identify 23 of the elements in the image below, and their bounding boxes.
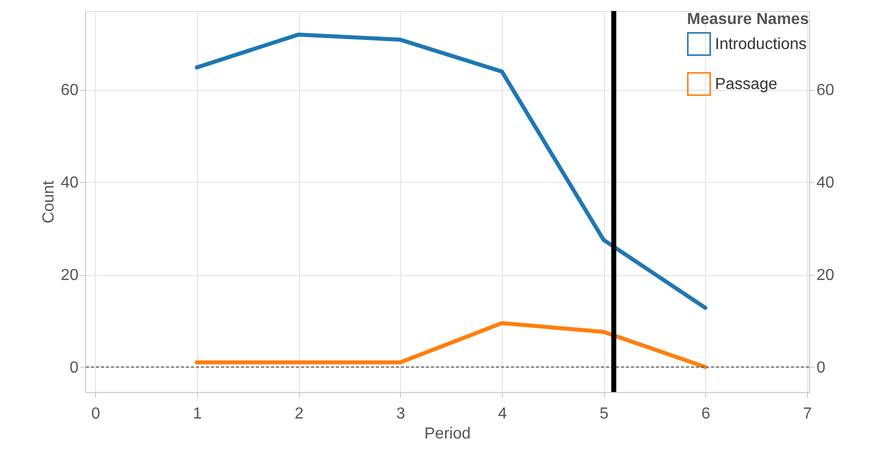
- y-tick-label: 20: [60, 267, 79, 284]
- legend-title: Measure Names: [687, 11, 809, 28]
- y-tick-label: 40: [60, 174, 79, 192]
- x-tick-label: 7: [803, 406, 812, 422]
- y2-tick-label: 20: [816, 267, 834, 284]
- y-tick-label: 60: [60, 82, 79, 100]
- x-axis-title: Period: [424, 426, 471, 442]
- line-series: [194, 32, 708, 310]
- x-tick-label: 5: [600, 406, 609, 422]
- x-tick-label: 4: [498, 406, 507, 422]
- y2-tick-label: 60: [816, 82, 834, 100]
- y-tick-label: 0: [70, 360, 79, 377]
- legend-label: Passage: [715, 76, 778, 93]
- y-axis-title: Count: [40, 180, 58, 224]
- x-tick-label: 0: [91, 406, 100, 422]
- y2-tick-label: 40: [816, 174, 834, 192]
- line-series: [194, 321, 708, 370]
- x-tick-label: 2: [294, 406, 304, 422]
- legend-label: Introductions: [715, 36, 807, 53]
- x-tick-label: 6: [701, 406, 710, 422]
- x-tick-label: 1: [192, 406, 202, 422]
- x-tick-label: 3: [396, 406, 406, 422]
- y2-tick-label: 0: [816, 360, 826, 377]
